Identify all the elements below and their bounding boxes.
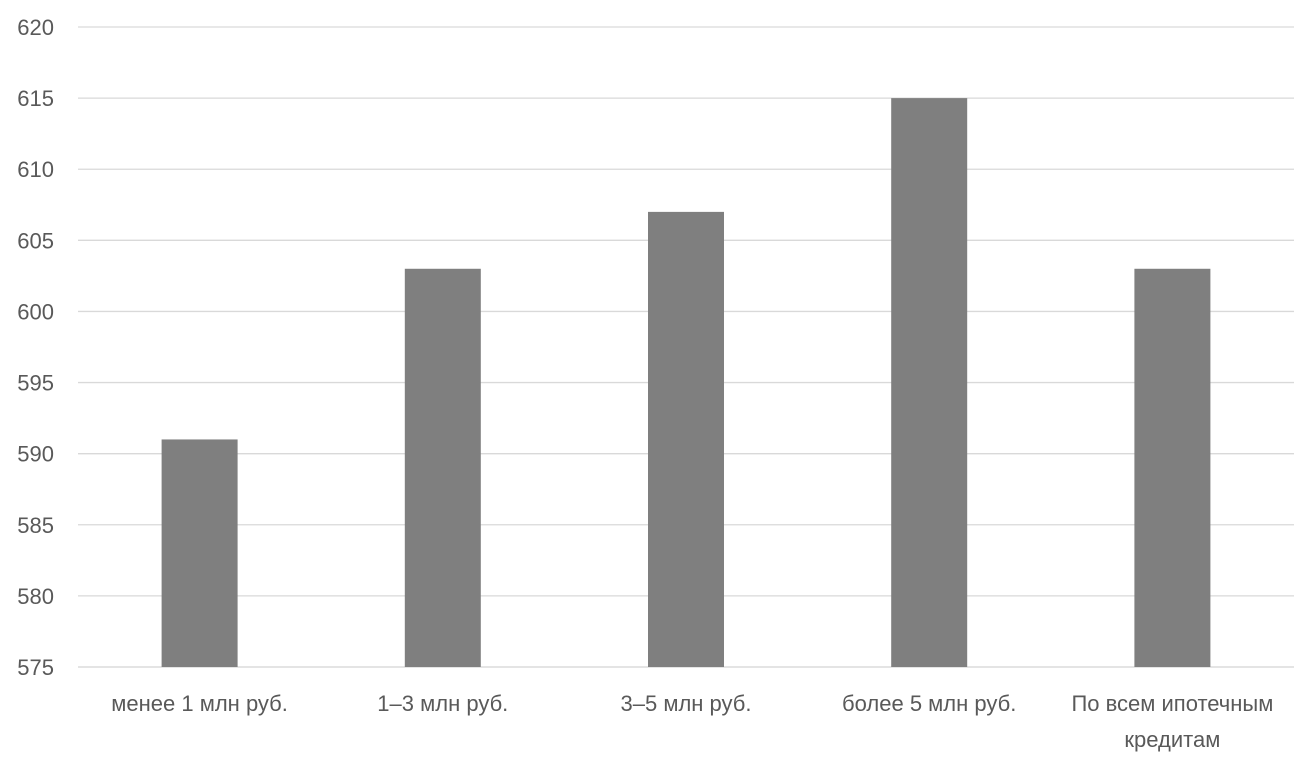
category-label-line: 1–3 млн руб. [377,691,508,716]
y-tick-label: 585 [17,513,54,538]
y-tick-label: 590 [17,442,54,467]
bars [161,98,1211,668]
category-label-line: 3–5 млн руб. [621,691,752,716]
bar [1134,268,1211,667]
category-label: более 5 млн руб. [842,691,1016,716]
y-tick-label: 595 [17,371,54,396]
category-label: По всем ипотечным кредитам [1071,691,1273,752]
category-label: 1–3 млн руб. [377,691,508,716]
y-tick-label: 580 [17,584,54,609]
category-label-line: По всем ипотечным [1071,691,1273,716]
x-axis-category-labels: менее 1 млн руб. 1–3 млн руб. 3–5 млн руб.… [111,691,1273,752]
y-tick-label: 600 [17,299,54,324]
y-axis-tick-labels: 575 580 585 590 595 600 605 610 615 620 [17,15,54,680]
y-tick-label: 615 [17,86,54,111]
y-tick-label: 575 [17,655,54,680]
category-label: менее 1 млн руб. [111,691,288,716]
y-tick-label: 620 [17,15,54,40]
bar [648,211,724,667]
bar [891,98,968,668]
category-label-line: более 5 млн руб. [842,691,1016,716]
category-label-line: менее 1 млн руб. [111,691,288,716]
category-label: 3–5 млн руб. [621,691,752,716]
y-tick-label: 605 [17,228,54,253]
bar [161,439,238,667]
category-label-line: кредитам [1124,727,1220,752]
y-tick-label: 610 [17,157,54,182]
bar [404,268,481,667]
